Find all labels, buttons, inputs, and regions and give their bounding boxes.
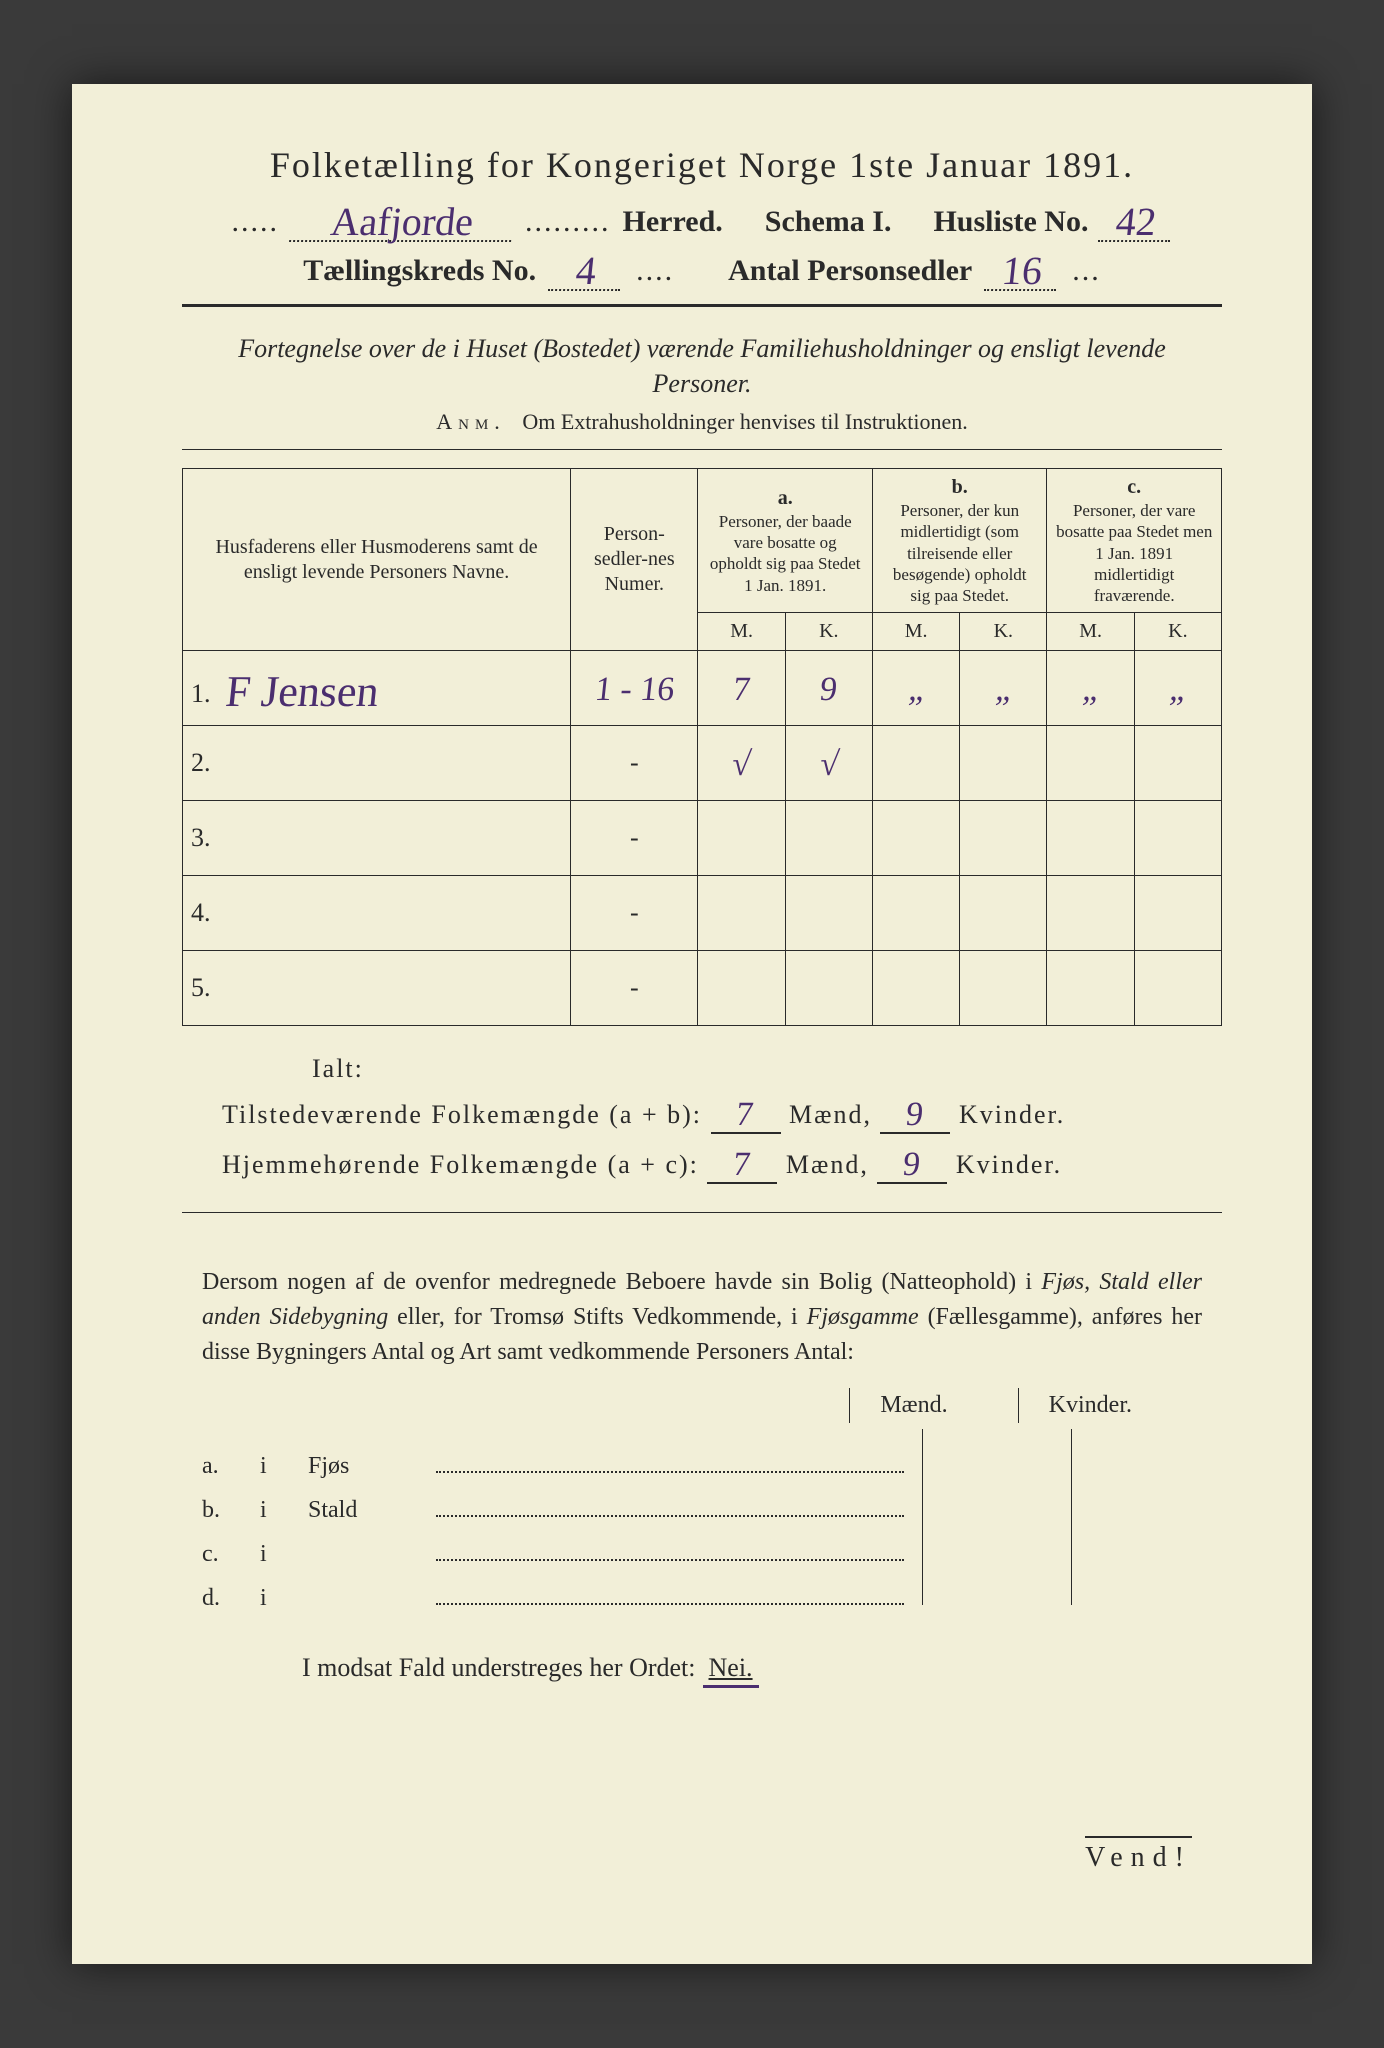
husliste-no-handwritten: 42 <box>1098 204 1174 242</box>
th-c-m: M. <box>1047 613 1134 651</box>
dots-lead: ..... <box>232 205 280 239</box>
anm-line: Anm. Om Extrahusholdninger henvises til … <box>182 409 1222 435</box>
num-cell: - <box>571 726 698 801</box>
mk-cell <box>1134 876 1221 951</box>
mk-cell <box>785 951 872 1026</box>
herred-label: Herred. <box>623 205 723 239</box>
mk-cell <box>872 726 959 801</box>
mk-cell <box>1047 951 1134 1026</box>
page-title: Folketælling for Kongeriget Norge 1ste J… <box>182 144 1222 186</box>
modsat-line: I modsat Fald understreges her Ordet: Ne… <box>302 1653 1222 1683</box>
vend-label: Vend! <box>1085 1836 1192 1874</box>
table-row: 2. -√√ <box>183 726 1222 801</box>
th-b-m: M. <box>872 613 959 651</box>
mk-cell: „ <box>960 651 1047 726</box>
mk-cell <box>785 801 872 876</box>
mk-cell <box>698 801 785 876</box>
mk-cell <box>960 876 1047 951</box>
th-a: a. Personer, der baade vare bosatte og o… <box>698 469 873 613</box>
nei-word: Nei. <box>709 1653 753 1682</box>
num-cell: 1 - 16 <box>571 651 698 726</box>
sum1-m: 7 <box>734 1096 757 1134</box>
building-row: d.i <box>202 1561 1202 1605</box>
rule-2 <box>182 449 1222 450</box>
th-a-m: M. <box>698 613 785 651</box>
table-row: 4. - <box>183 876 1222 951</box>
mk-cell: „ <box>872 651 959 726</box>
bldg-kvinder: Kvinder. <box>1018 1388 1162 1423</box>
building-block: Mænd. Kvinder. a.iFjøsb.iStaldc.id.i <box>202 1388 1202 1605</box>
mk-cell <box>698 951 785 1026</box>
sum-line-2: Hjemmehørende Folkemængde (a + c): 7 Mæn… <box>222 1144 1222 1184</box>
sum1-k: 9 <box>904 1096 927 1134</box>
antal-label: Antal Personsedler <box>728 254 972 288</box>
mk-cell <box>1134 726 1221 801</box>
th-b-k: K. <box>960 613 1047 651</box>
mk-cell <box>960 726 1047 801</box>
th-c-k: K. <box>1134 613 1221 651</box>
th-num: Person-sedler-nes Numer. <box>571 469 698 651</box>
dots-trail: ......... <box>525 205 611 239</box>
th-a-k: K. <box>785 613 872 651</box>
table-row: 1. F Jensen1 - 1679„„„„ <box>183 651 1222 726</box>
antal-handwritten: 16 <box>984 253 1060 291</box>
mk-cell <box>960 951 1047 1026</box>
kreds-label: Tællingskreds No. <box>303 254 536 288</box>
mk-cell <box>1047 876 1134 951</box>
mk-cell: √ <box>785 726 872 801</box>
kreds-no-handwritten: 4 <box>548 253 624 291</box>
num-cell: - <box>571 951 698 1026</box>
table-row: 3. - <box>183 801 1222 876</box>
mk-cell: 7 <box>698 651 785 726</box>
subtitle: Fortegnelse over de i Huset (Bostedet) v… <box>222 331 1182 401</box>
mk-cell <box>698 876 785 951</box>
building-head: Mænd. Kvinder. <box>202 1388 1202 1423</box>
sum2-m: 7 <box>731 1146 754 1184</box>
name-cell: 1. F Jensen <box>183 651 571 726</box>
mk-cell <box>872 801 959 876</box>
mk-cell <box>785 876 872 951</box>
census-form-page: Folketælling for Kongeriget Norge 1ste J… <box>72 84 1312 1964</box>
mk-cell: „ <box>1047 651 1134 726</box>
mk-cell <box>1047 801 1134 876</box>
th-name: Husfaderens eller Husmoderens samt de en… <box>183 469 571 651</box>
name-cell: 4. <box>183 876 571 951</box>
building-row: a.iFjøs <box>202 1429 1202 1473</box>
mk-cell <box>960 801 1047 876</box>
mk-cell <box>1134 951 1221 1026</box>
sum2-k: 9 <box>901 1146 924 1184</box>
header-row-2: Tællingskreds No. 4 .... Antal Personsed… <box>182 249 1222 288</box>
name-cell: 2. <box>183 726 571 801</box>
schema-label: Schema I. <box>765 205 892 239</box>
name-cell: 3. <box>183 801 571 876</box>
anm-text: Om Extrahusholdninger henvises til Instr… <box>522 409 967 434</box>
rule-1 <box>182 304 1222 307</box>
mk-cell <box>1134 801 1221 876</box>
ialt-label: Ialt: <box>312 1054 1222 1084</box>
mk-cell <box>1047 726 1134 801</box>
herred-handwritten: Aafjorde <box>289 204 515 242</box>
mk-cell <box>872 951 959 1026</box>
name-cell: 5. <box>183 951 571 1026</box>
th-c: c. Personer, der vare bosatte paa Stedet… <box>1047 469 1222 613</box>
mk-cell: 9 <box>785 651 872 726</box>
th-b: b. Personer, der kun midlertidigt (som t… <box>872 469 1047 613</box>
husliste-label: Husliste No. <box>933 205 1088 239</box>
anm-label: Anm. <box>436 409 506 434</box>
mk-cell: „ <box>1134 651 1221 726</box>
mk-cell: √ <box>698 726 785 801</box>
num-cell: - <box>571 801 698 876</box>
mk-cell <box>872 876 959 951</box>
num-cell: - <box>571 876 698 951</box>
main-table: Husfaderens eller Husmoderens samt de en… <box>182 468 1222 1026</box>
table-row: 5. - <box>183 951 1222 1026</box>
bldg-maend: Mænd. <box>849 1388 977 1423</box>
header-row-1: ..... Aafjorde ......... Herred. Schema … <box>182 200 1222 239</box>
side-building-paragraph: Dersom nogen af de ovenfor medregnede Be… <box>202 1265 1202 1369</box>
sum-line-1: Tilstedeværende Folkemængde (a + b): 7 M… <box>222 1094 1222 1134</box>
rule-3 <box>182 1212 1222 1213</box>
